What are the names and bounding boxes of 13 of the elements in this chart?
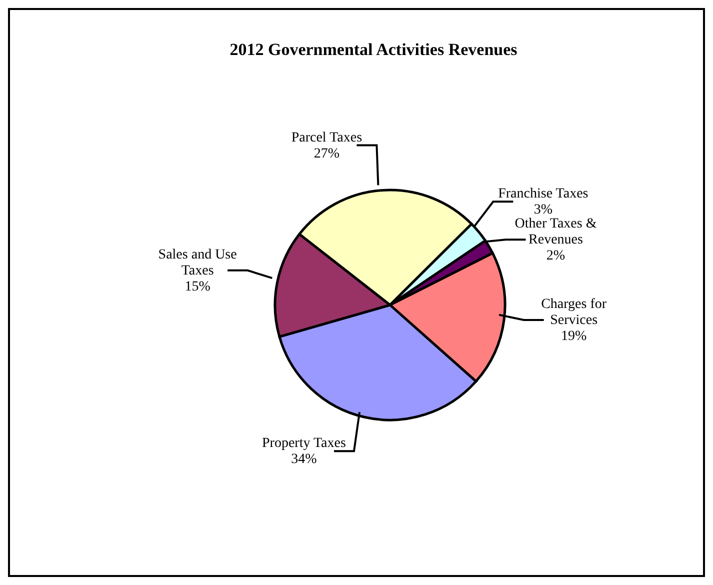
data-label: 34% [291, 452, 318, 468]
slice-label: Charges for Services [541, 296, 607, 328]
slice-label: Property Taxes [262, 436, 346, 452]
slice-label: Sales and Use Taxes [158, 247, 237, 278]
chart-title: 2012 Governmental Activities Revenues [228, 40, 518, 60]
data-label: 15% [184, 279, 211, 294]
data-label: 27% [314, 146, 340, 162]
data-label: 2% [546, 248, 566, 264]
slice-label: Other Taxes & Revenues [514, 216, 597, 248]
data-label: 3% [534, 202, 553, 218]
slice-label: Parcel Taxes [291, 130, 362, 146]
slice-label: Franchise Taxes [498, 186, 588, 202]
data-label: 19% [561, 328, 587, 344]
